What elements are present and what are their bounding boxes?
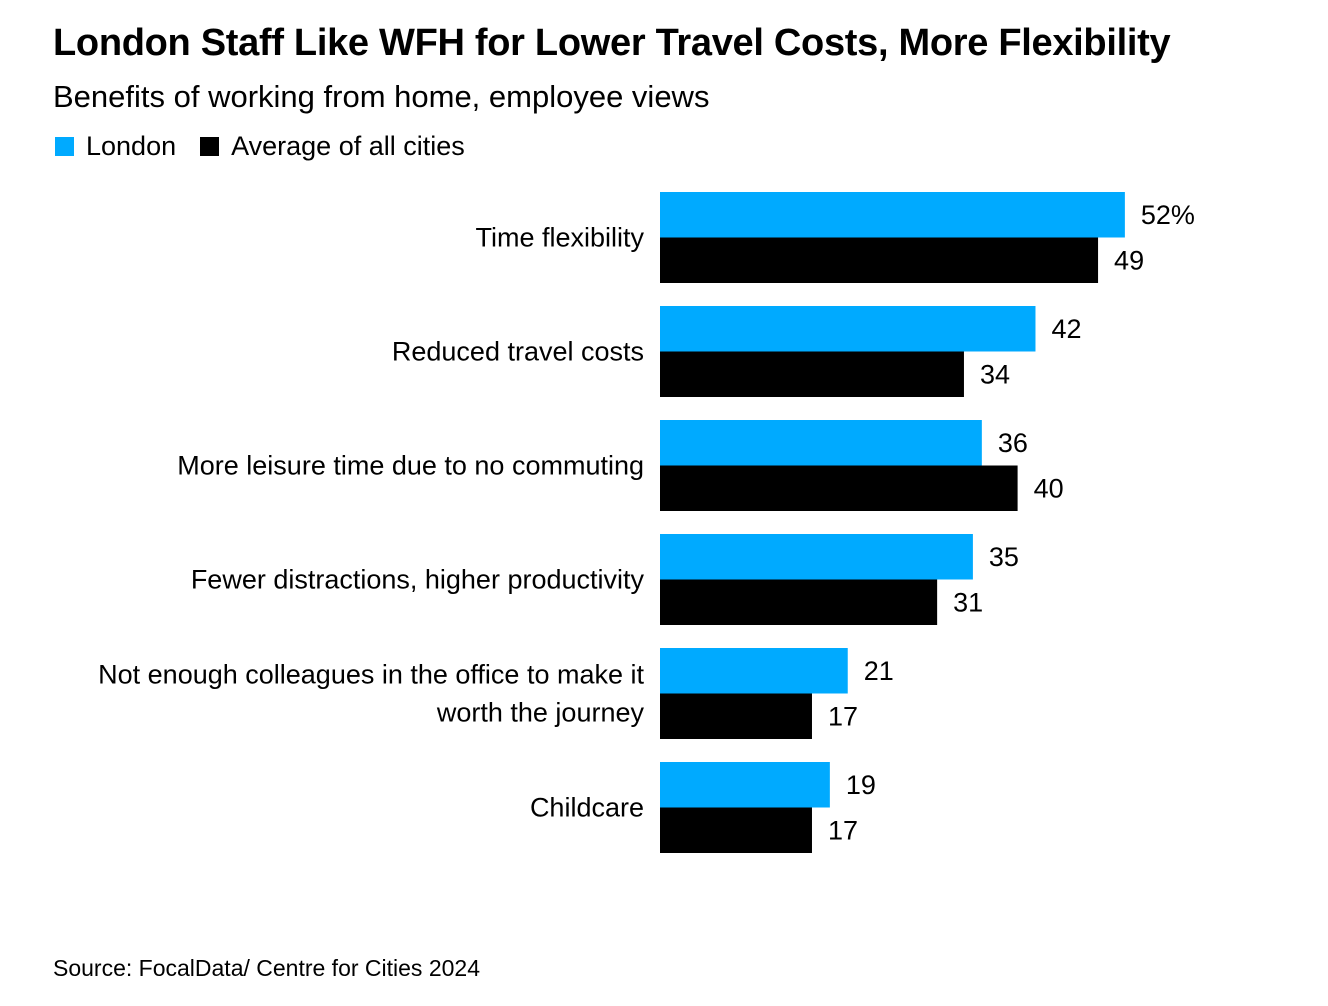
bar-london [660, 648, 848, 694]
bar-group-fewer-distractions-higher-productivity: Fewer distractions, higher productivity 3… [191, 534, 1019, 625]
category-label: Not enough colleagues in the office to m… [98, 660, 644, 690]
category-label: Reduced travel costs [392, 337, 644, 367]
category-label: More leisure time due to no commuting [177, 451, 644, 481]
bar-average-of-all-cities [660, 237, 1099, 283]
legend-swatch-average [200, 137, 220, 156]
bar-group-more-leisure-time-due-to-no-commuting: More leisure time due to no commuting 364… [177, 420, 1064, 511]
bar-average-of-all-cities [660, 465, 1018, 511]
data-label-average-of-all-cities: 17 [828, 815, 858, 845]
bar-group-time-flexibility: Time flexibility 52% 49 [475, 192, 1195, 283]
data-label-london: 36 [998, 428, 1028, 458]
legend-item-london: London [55, 131, 176, 162]
legend-label-london: London [86, 131, 177, 161]
legend: London Average of all cities [55, 131, 489, 162]
data-label-london: 52% [1141, 200, 1195, 230]
bar-london [660, 420, 982, 466]
bar-london [660, 762, 830, 808]
data-label-average-of-all-cities: 40 [1034, 473, 1064, 503]
bar-group-reduced-travel-costs: Reduced travel costs 42 34 [392, 306, 1082, 397]
data-label-average-of-all-cities: 34 [980, 359, 1010, 389]
data-label-london: 42 [1051, 314, 1081, 344]
data-label-london: 35 [989, 542, 1019, 572]
data-label-london: 19 [846, 770, 876, 800]
category-label: Fewer distractions, higher productivity [191, 565, 645, 595]
bar-london [660, 534, 973, 580]
data-label-london: 21 [864, 656, 894, 686]
bar-average-of-all-cities [660, 351, 964, 397]
category-label: Childcare [530, 793, 644, 823]
bar-group-not-enough-colleagues-in-the-office-to-make-it-worth-the-journey: Not enough colleagues in the office to m… [98, 648, 894, 739]
chart-subtitle: Benefits of working from home, employee … [53, 79, 710, 114]
legend-item-average: Average of all cities [200, 131, 465, 162]
source-note: Source: FocalData/ Centre for Cities 202… [53, 955, 480, 981]
bar-average-of-all-cities [660, 807, 812, 853]
bar-average-of-all-cities [660, 579, 938, 625]
bar-london [660, 306, 1036, 352]
data-label-average-of-all-cities: 49 [1114, 245, 1144, 275]
category-label: Time flexibility [475, 223, 644, 253]
chart-title: London Staff Like WFH for Lower Travel C… [53, 22, 1171, 64]
bar-average-of-all-cities [660, 693, 812, 739]
category-label: worth the journey [436, 698, 645, 728]
bar-london [660, 192, 1125, 238]
legend-swatch-london [55, 137, 74, 156]
bar-chart: Time flexibility 52% 49 Reduced travel cost… [98, 192, 1195, 853]
legend-label-average: Average of all cities [231, 131, 465, 161]
data-label-average-of-all-cities: 31 [953, 587, 983, 617]
data-label-average-of-all-cities: 17 [828, 701, 858, 731]
bar-group-childcare: Childcare 19 17 [530, 762, 876, 853]
